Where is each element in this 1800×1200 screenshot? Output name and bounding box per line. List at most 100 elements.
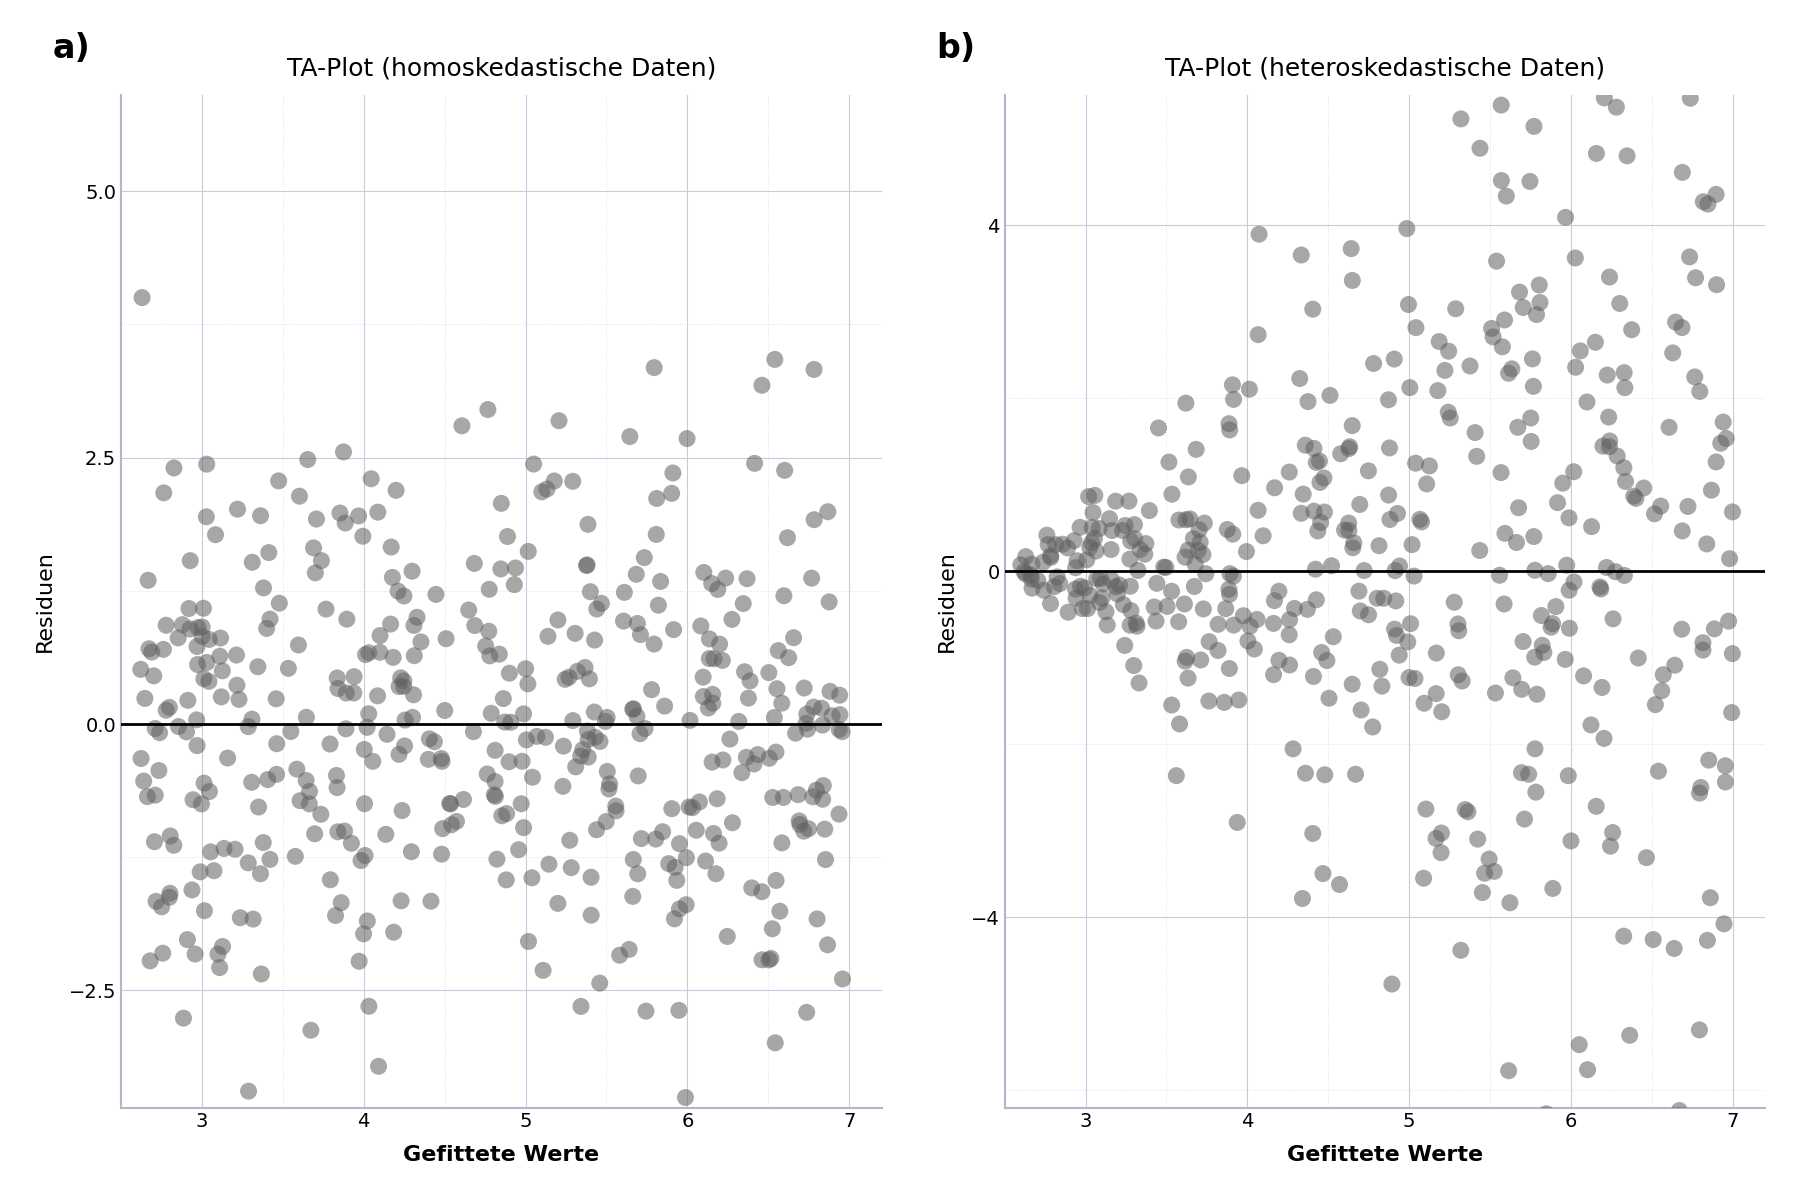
Point [184,655,212,674]
Point [758,919,787,938]
Point [306,805,335,824]
Point [626,724,655,743]
Point [1303,521,1332,540]
Point [572,556,601,575]
Point [794,720,823,739]
Point [130,689,158,708]
Point [689,686,718,706]
Point [322,668,351,688]
Point [238,773,266,792]
Point [234,1081,263,1100]
Point [493,527,522,546]
Point [407,632,436,652]
Point [1165,612,1193,631]
Point [225,690,254,709]
Point [1136,500,1165,520]
Point [1265,582,1294,601]
Point [169,1008,198,1027]
Point [1228,466,1256,485]
Point [1478,319,1507,338]
Point [698,752,727,772]
Point [1499,668,1528,688]
Point [619,700,648,719]
Point [767,694,796,713]
Point [448,790,477,809]
Point [1093,616,1121,635]
Point [160,458,189,478]
Point [623,864,652,883]
Point [1294,392,1323,412]
Point [140,719,169,738]
Point [378,648,407,667]
Point [1674,497,1703,516]
Point [1289,485,1318,504]
Point [1373,390,1402,409]
Point [686,617,715,636]
Point [616,940,644,959]
Point [1307,643,1336,662]
Point [1073,551,1102,570]
Point [1694,931,1723,950]
Point [1188,545,1217,564]
Point [1174,540,1202,559]
Point [515,932,544,952]
Point [1386,557,1415,576]
Point [1102,577,1130,596]
Point [1712,428,1741,448]
Point [1040,577,1069,596]
Point [1278,739,1307,758]
Point [1082,569,1111,588]
Point [1647,497,1676,516]
Point [1577,715,1606,734]
Point [1613,146,1642,166]
Point [814,502,842,521]
Point [1517,349,1546,368]
Point [265,594,293,613]
Point [472,636,500,655]
Point [792,714,821,733]
Point [473,764,502,784]
Point [587,594,616,613]
Point [182,736,211,755]
Point [1490,523,1519,542]
Point [1037,548,1066,568]
Point [508,794,536,814]
Point [1564,1036,1593,1055]
Point [430,701,459,720]
Point [623,614,652,634]
Text: b): b) [936,32,976,65]
Point [1215,584,1244,604]
Point [560,624,589,643]
Point [1687,778,1715,797]
Point [664,1001,693,1020]
Point [727,763,756,782]
Point [295,782,324,802]
Point [1089,575,1118,594]
Point [389,677,418,696]
Point [365,626,394,646]
Point [261,689,290,708]
Point [619,887,648,906]
Point [799,360,828,379]
Point [704,834,733,853]
Point [1219,566,1247,586]
Point [484,644,513,664]
Point [382,481,410,500]
Point [301,563,329,582]
Point [763,679,792,698]
Point [1474,850,1503,869]
Point [1480,862,1508,881]
Point [1337,416,1366,436]
Point [1701,185,1730,204]
Point [207,688,236,707]
Y-axis label: Residuen: Residuen [34,551,54,653]
Point [828,722,857,742]
X-axis label: Gefittete Werte: Gefittete Werte [403,1145,599,1165]
Point [1395,295,1424,314]
Point [358,751,387,770]
Point [398,708,427,727]
Point [1381,619,1409,638]
Point [178,790,207,809]
Point [761,1033,790,1052]
Point [247,864,275,883]
